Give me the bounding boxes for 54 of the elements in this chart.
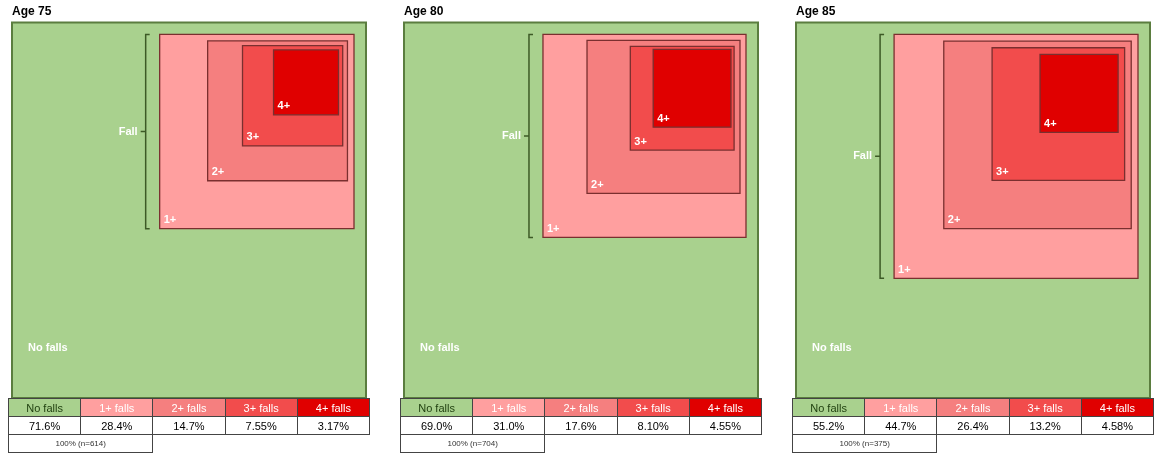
category-label: No falls xyxy=(8,398,81,417)
data-label: 3.17% xyxy=(297,416,370,435)
data-label: 69.0% xyxy=(400,416,473,435)
category-label: 3+ falls xyxy=(1009,398,1082,417)
data-label: 14.7% xyxy=(152,416,226,435)
category-label: 4+ falls xyxy=(1081,398,1154,417)
category-label: 1+ falls xyxy=(864,398,937,417)
category-label: 2+ falls xyxy=(544,398,618,417)
text: No falls xyxy=(812,341,852,354)
text: No falls xyxy=(420,341,460,354)
category-label: 1+ falls xyxy=(472,398,545,417)
text: Fall xyxy=(502,128,521,141)
data-label: 71.6% xyxy=(8,416,81,435)
data-label: 31.0% xyxy=(472,416,545,435)
data-label: 28.4% xyxy=(80,416,153,435)
text: Fall xyxy=(853,149,873,162)
category-label: 4+ falls xyxy=(689,398,762,417)
category-label: 1+ falls xyxy=(80,398,153,417)
text: 100% (n=704) xyxy=(400,434,545,453)
text: 2+ xyxy=(591,177,604,190)
text: 4+ xyxy=(657,111,670,124)
text: 2+ xyxy=(211,165,225,178)
data-label: 26.4% xyxy=(936,416,1010,435)
category-label: 2+ falls xyxy=(936,398,1010,417)
text: 1+ xyxy=(898,262,911,275)
text: 1+ xyxy=(546,221,560,234)
data-label: 44.7% xyxy=(864,416,937,435)
category-label: 2+ falls xyxy=(152,398,226,417)
text: 1+ xyxy=(163,213,177,226)
text: Fall xyxy=(118,124,138,137)
text: 2+ xyxy=(947,213,961,226)
data-label: 17.6% xyxy=(544,416,618,435)
text: 3+ xyxy=(246,130,260,143)
data-label: 7.55% xyxy=(225,416,298,435)
data-label: 4.58% xyxy=(1081,416,1154,435)
text: 3+ xyxy=(996,164,1009,177)
category-label: 3+ falls xyxy=(225,398,298,417)
text: 4+ xyxy=(1044,116,1057,129)
text: No falls xyxy=(28,341,68,354)
category-label: 3+ falls xyxy=(617,398,690,417)
data-label: 4.55% xyxy=(689,416,762,435)
text: 100% (n=614) xyxy=(8,434,153,453)
text: Age 80 xyxy=(404,3,444,18)
category-label: 4+ falls xyxy=(297,398,370,417)
text: 3+ xyxy=(634,134,647,147)
data-label: 13.2% xyxy=(1009,416,1082,435)
text: 100% (n=375) xyxy=(792,434,937,453)
category-label: No falls xyxy=(792,398,865,417)
text: Age 75 xyxy=(12,3,52,18)
text: 4+ xyxy=(277,99,291,112)
data-label: 8.10% xyxy=(617,416,690,435)
data-label: 55.2% xyxy=(792,416,865,435)
text: Age 85 xyxy=(796,3,836,18)
category-label: No falls xyxy=(400,398,473,417)
